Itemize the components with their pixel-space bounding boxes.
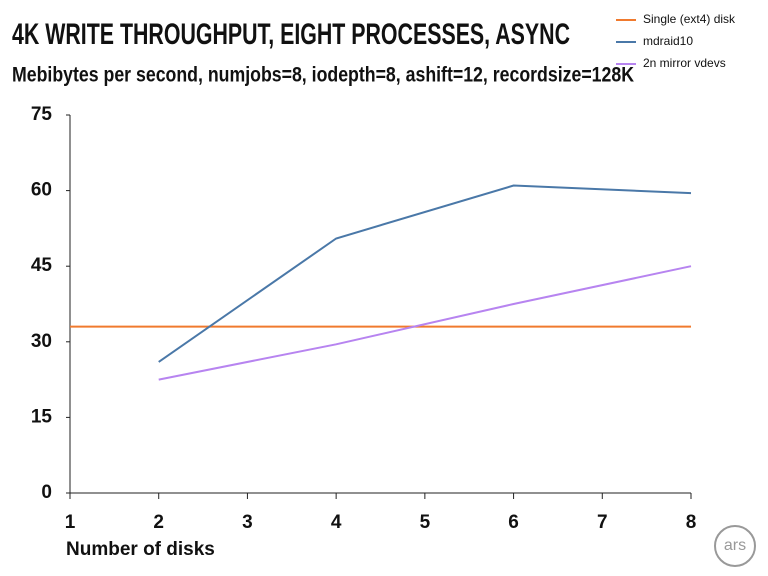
legend-label: mdraid10: [643, 34, 693, 48]
y-tick-label: 75: [31, 104, 53, 125]
y-tick-label: 30: [31, 331, 52, 352]
x-tick-label: 7: [597, 512, 608, 533]
y-tick-label: 60: [31, 180, 52, 201]
series-line: [158, 265, 692, 381]
y-tick-label: 45: [31, 255, 53, 276]
chart-subtitle: Mebibytes per second, numjobs=8, iodepth…: [12, 64, 634, 87]
logo-circle: [714, 525, 756, 567]
x-tick-label: 5: [420, 512, 431, 533]
x-tick-label: 4: [331, 512, 342, 533]
y-tick-label: 0: [41, 482, 52, 503]
x-tick-label: 8: [686, 512, 697, 533]
x-tick-label: 6: [508, 512, 519, 533]
chart-title: 4K WRITE THROUGHPUT, EIGHT PROCESSES, AS…: [12, 18, 570, 51]
series-line: [158, 184, 692, 363]
x-tick-label: 3: [242, 512, 253, 533]
y-tick-label: 15: [31, 406, 53, 427]
x-tick-label: 1: [65, 512, 76, 533]
legend-label: Single (ext4) disk: [643, 12, 736, 26]
x-tick-label: 2: [153, 512, 164, 533]
x-axis-label: Number of disks: [66, 539, 215, 560]
legend-label: 2n mirror vdevs: [643, 56, 726, 70]
logo: ars: [724, 537, 746, 554]
